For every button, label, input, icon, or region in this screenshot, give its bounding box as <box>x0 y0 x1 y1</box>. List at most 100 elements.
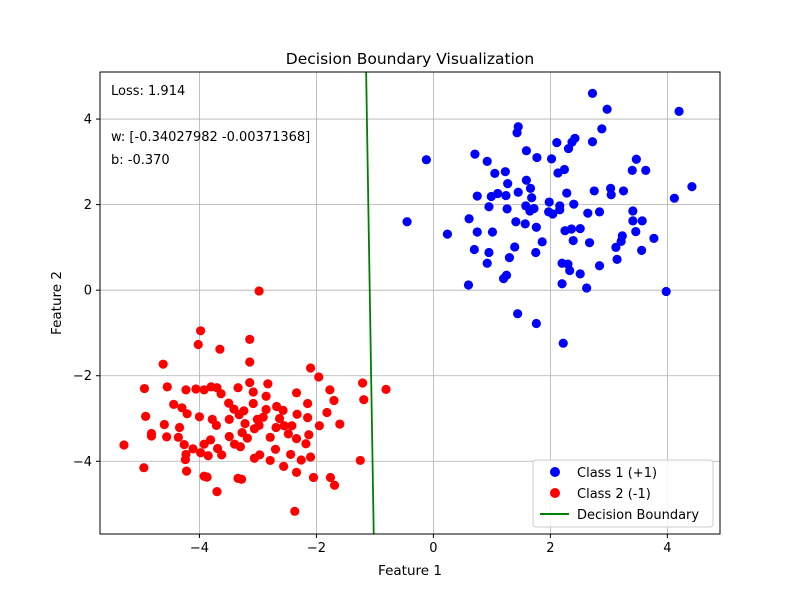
scatter-point-class-2 <box>254 286 264 296</box>
y-tick-label: 0 <box>84 284 92 299</box>
scatter-point-class-1 <box>482 258 492 268</box>
scatter-point-class-2 <box>159 419 169 430</box>
scatter-point-class-1 <box>563 143 574 154</box>
scatter-point-class-2 <box>271 422 281 433</box>
scatter-point-class-2 <box>141 411 151 421</box>
scatter-point-class-2 <box>359 395 369 405</box>
scatter-point-class-1 <box>606 190 616 200</box>
y-axis-label: Feature 2 <box>49 271 65 335</box>
scatter-point-class-1 <box>587 137 598 147</box>
scatter-point-class-1 <box>464 214 474 224</box>
scatter-point-class-2 <box>263 379 273 389</box>
scatter-point-class-1 <box>589 186 599 196</box>
legend: Class 1 (+1) Class 2 (-1) Decision Bound… <box>532 459 714 528</box>
scatter-point-class-2 <box>254 420 264 430</box>
scatter-point-class-2 <box>191 384 201 394</box>
legend-marker-class-2 <box>550 488 560 498</box>
x-tick-label: −4 <box>190 541 209 556</box>
scatter-point-class-2 <box>182 409 192 419</box>
scatter-point-class-1 <box>421 155 431 165</box>
legend-box <box>532 459 714 528</box>
scatter-point-class-2 <box>240 419 250 429</box>
scatter-point-class-1 <box>555 205 565 215</box>
scatter-point-class-2 <box>355 455 365 466</box>
scatter-point-class-2 <box>329 480 340 490</box>
scatter-point-class-2 <box>291 467 302 477</box>
plot-frame <box>99 71 721 535</box>
scatter-point-class-2 <box>162 432 172 442</box>
x-axis-label: Feature 1 <box>378 563 442 579</box>
scatter-point-class-1 <box>532 152 542 163</box>
y-tick-label: 2 <box>84 198 92 213</box>
scatter-point-class-2 <box>291 388 302 398</box>
scatter-point-class-1 <box>469 244 479 255</box>
scatter-point-class-1 <box>463 280 474 290</box>
scatter-point-class-2 <box>279 421 289 431</box>
loss-annotation: Loss: 1.914 <box>111 84 185 99</box>
legend-label-boundary: Decision Boundary <box>577 508 699 523</box>
scatter-point-class-2 <box>304 430 314 440</box>
scatter-point-class-2 <box>194 412 205 422</box>
scatter-point-class-2 <box>314 372 324 382</box>
scatter-point-class-1 <box>486 191 496 202</box>
scatter-point-class-2 <box>199 385 209 395</box>
scatter-point-class-2 <box>274 413 285 424</box>
scatter-point-class-1 <box>484 202 494 212</box>
data-marks <box>119 72 697 534</box>
decision-boundary-line <box>365 72 375 534</box>
scatter-point-class-2 <box>196 326 206 336</box>
scatter-point-class-1 <box>575 223 585 234</box>
scatter-point-class-1 <box>498 274 509 284</box>
scatter-point-class-1 <box>597 124 607 134</box>
scatter-point-class-1 <box>442 229 453 239</box>
scatter-point-class-2 <box>224 398 234 408</box>
weights-annotation: w: [-0.34027982 -0.00371368] <box>111 130 310 145</box>
scatter-point-class-2 <box>217 450 227 460</box>
scatter-point-class-2 <box>224 414 234 424</box>
scatter-point-class-2 <box>245 334 255 344</box>
scatter-point-class-2 <box>224 431 234 442</box>
scatter-point-class-2 <box>235 442 245 452</box>
scatter-point-class-1 <box>487 227 498 237</box>
scatter-point-class-1 <box>627 165 637 175</box>
scatter-point-class-1 <box>503 179 513 189</box>
scatter-point-class-2 <box>234 410 244 420</box>
plot-area <box>100 72 720 534</box>
scatter-point-class-1 <box>501 191 511 201</box>
scatter-point-class-2 <box>158 359 168 369</box>
scatter-point-class-1 <box>637 216 647 226</box>
scatter-point-class-1 <box>557 279 567 289</box>
scatter-point-class-2 <box>290 506 300 516</box>
scatter-point-class-1 <box>544 197 554 207</box>
scatter-point-class-1 <box>628 206 638 216</box>
scatter-point-class-1 <box>511 217 521 227</box>
scatter-point-class-2 <box>162 382 172 392</box>
scatter-point-class-2 <box>181 466 192 476</box>
y-tick-label: 4 <box>84 113 92 128</box>
scatter-point-class-2 <box>261 404 271 415</box>
axis-ticks: −4 −2 0 2 4 −4 −2 0 2 4 <box>73 113 672 556</box>
y-tick-label: −4 <box>73 455 92 470</box>
scatter-point-class-2 <box>216 389 226 399</box>
scatter-point-class-1 <box>558 338 568 348</box>
scatter-point-class-2 <box>322 407 332 418</box>
scatter-point-class-1 <box>649 233 659 244</box>
scatter-point-class-1 <box>612 254 622 264</box>
scatter-point-class-1 <box>548 209 558 219</box>
scatter-point-class-1 <box>641 165 651 175</box>
scatter-point-class-1 <box>402 217 412 227</box>
x-tick-label: 0 <box>429 541 437 556</box>
scatter-point-class-2 <box>308 472 319 483</box>
legend-label-class-2: Class 2 (-1) <box>577 487 651 502</box>
scatter-point-class-1 <box>584 238 595 248</box>
scatter-point-class-2 <box>202 472 212 482</box>
scatter-point-class-2 <box>248 387 258 397</box>
scatter-point-class-1 <box>484 247 494 258</box>
scatter-point-class-1 <box>472 191 482 201</box>
scatter-point-class-1 <box>565 265 575 276</box>
scatter-point-class-1 <box>525 183 536 193</box>
scatter-point-class-1 <box>575 269 585 279</box>
chart-title: Decision Boundary Visualization <box>286 50 534 68</box>
scatter-point-class-2 <box>335 419 345 429</box>
